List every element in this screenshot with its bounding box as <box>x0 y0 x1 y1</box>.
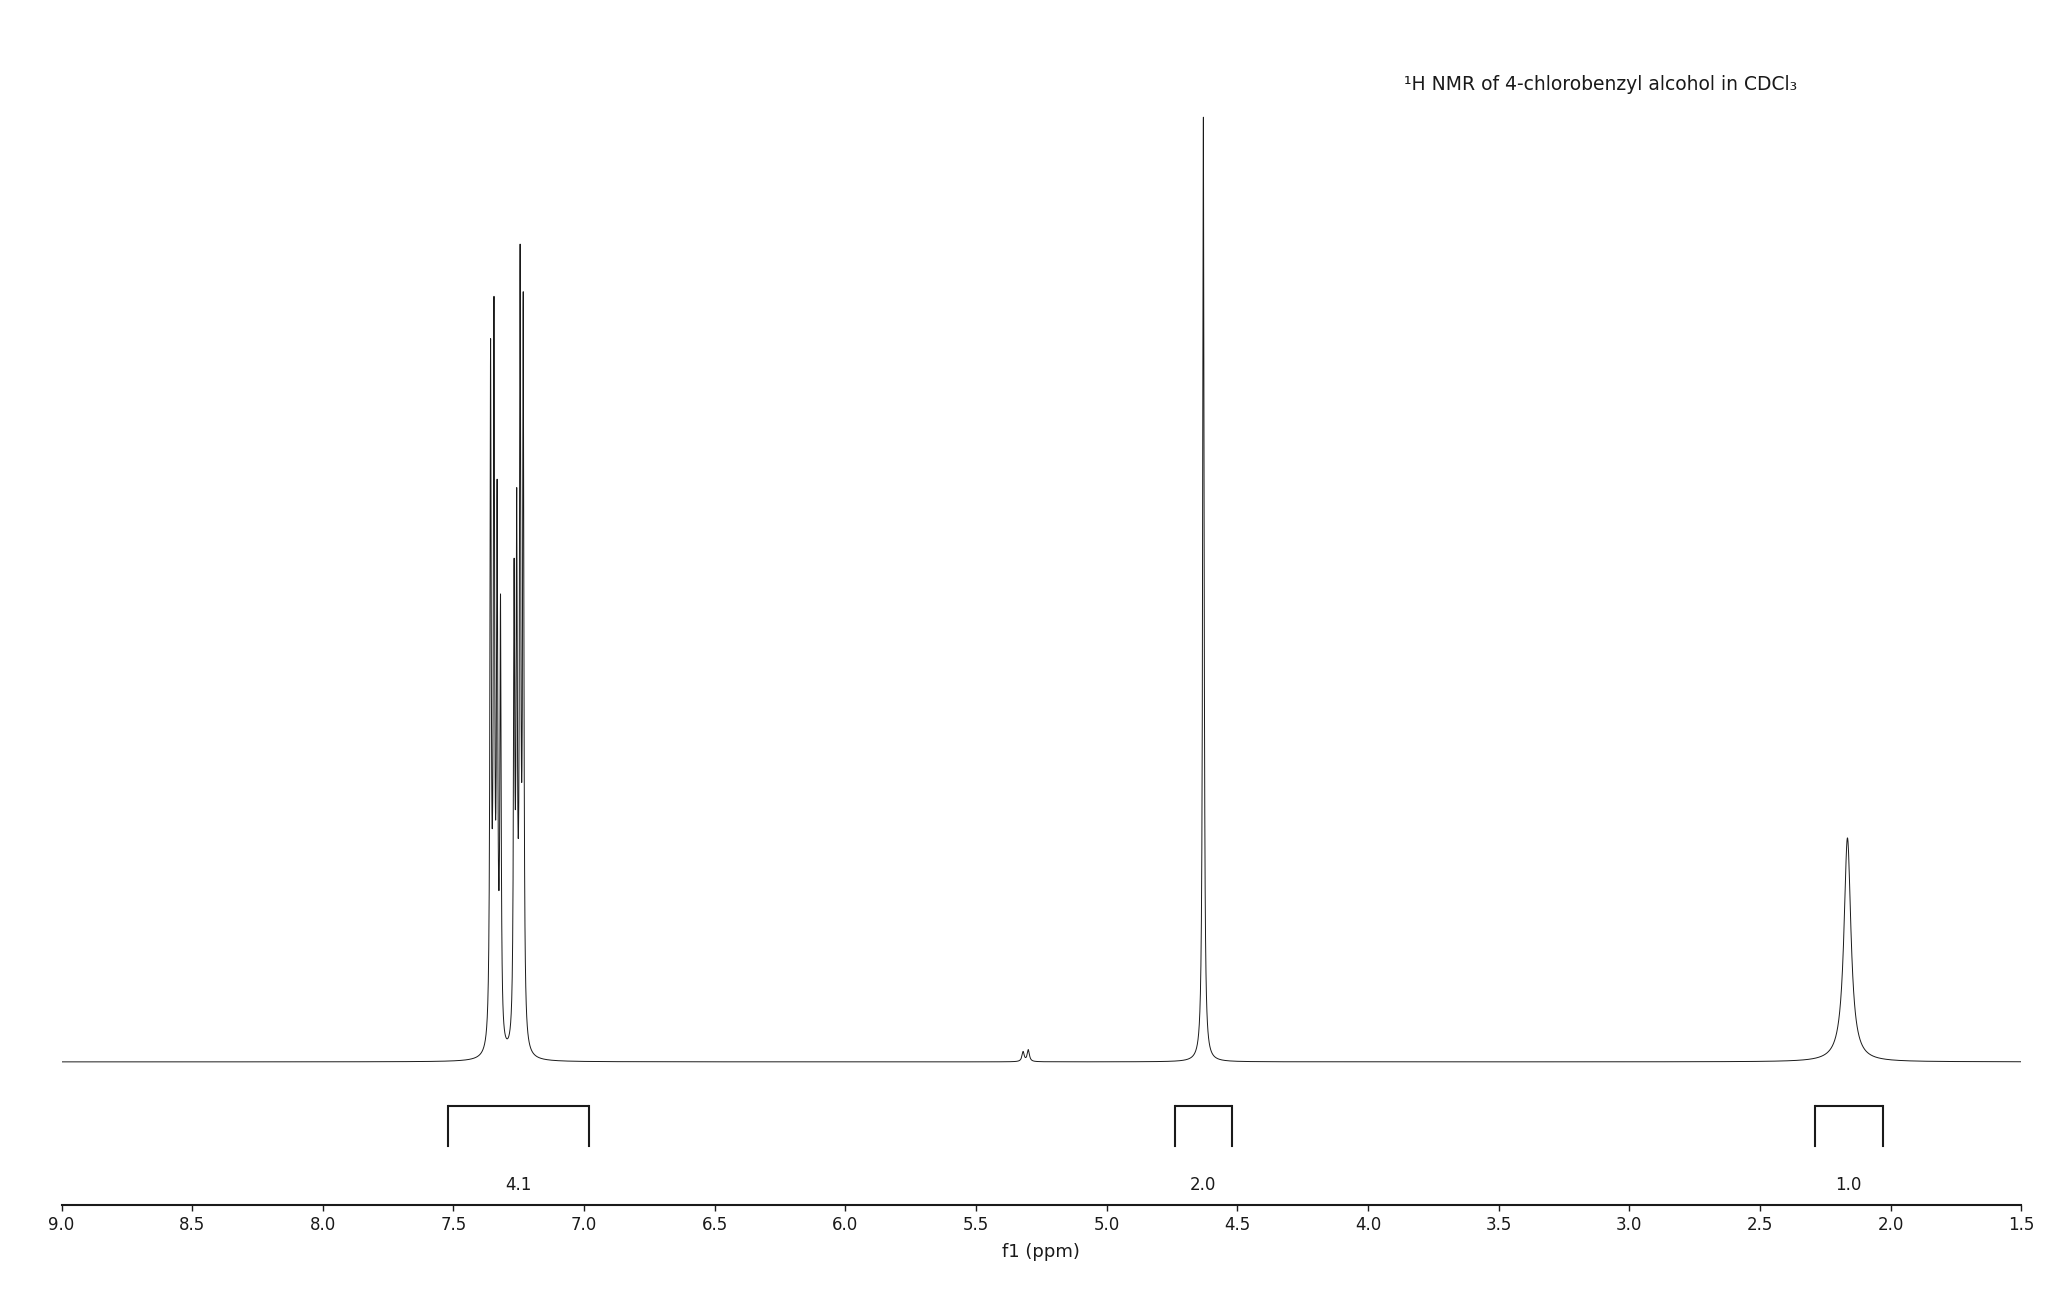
Text: ¹H NMR of 4-chlorobenzyl alcohol in CDCl₃: ¹H NMR of 4-chlorobenzyl alcohol in CDCl… <box>1404 76 1798 94</box>
Text: 4.1: 4.1 <box>505 1176 531 1195</box>
Text: 1.0: 1.0 <box>1837 1176 1861 1195</box>
X-axis label: f1 (ppm): f1 (ppm) <box>1003 1243 1079 1260</box>
Text: 2.0: 2.0 <box>1190 1176 1217 1195</box>
